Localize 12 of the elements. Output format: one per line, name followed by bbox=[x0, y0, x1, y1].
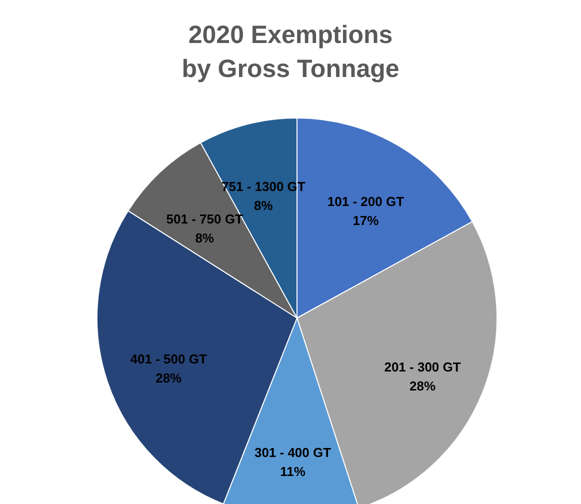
slice-label: 101 - 200 GT bbox=[327, 194, 404, 209]
slice-label: 401 - 500 GT bbox=[130, 352, 207, 367]
chart-title: 2020 Exemptions by Gross Tonnage bbox=[182, 21, 400, 83]
data-label: 8% bbox=[254, 198, 274, 214]
data-label: 28% bbox=[156, 370, 182, 386]
data-label: 11% bbox=[280, 464, 306, 479]
slice-label: 501 - 750 GT bbox=[166, 212, 243, 227]
data-label: 8% bbox=[195, 230, 214, 246]
slice-label: 201 - 300 GT bbox=[384, 360, 461, 375]
data-label: 28% bbox=[410, 378, 436, 394]
data-label: 17% bbox=[352, 212, 380, 228]
slice-label: 301 - 400 GT bbox=[254, 444, 332, 460]
